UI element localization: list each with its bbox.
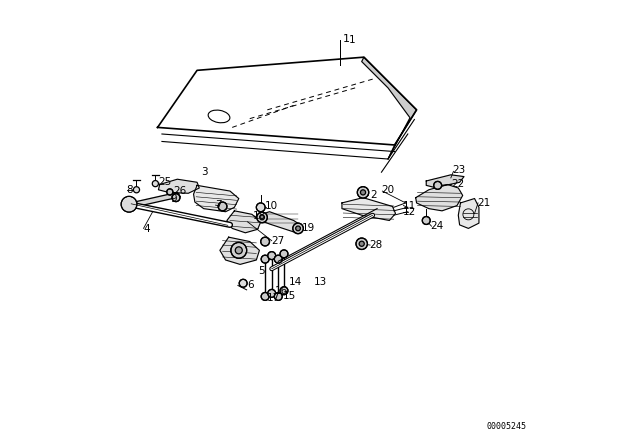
- Text: 8: 8: [126, 185, 132, 195]
- Text: 11: 11: [403, 201, 416, 211]
- Text: 19: 19: [301, 224, 315, 233]
- Circle shape: [275, 255, 282, 263]
- Circle shape: [257, 203, 265, 212]
- Text: 26: 26: [173, 186, 186, 196]
- Polygon shape: [416, 185, 463, 211]
- Circle shape: [152, 181, 159, 187]
- Circle shape: [260, 215, 264, 220]
- Circle shape: [275, 293, 282, 301]
- Polygon shape: [458, 198, 479, 228]
- Circle shape: [360, 190, 365, 195]
- Polygon shape: [131, 192, 180, 207]
- Circle shape: [292, 223, 303, 234]
- Circle shape: [356, 238, 367, 250]
- Text: 7: 7: [214, 200, 221, 210]
- Text: 22: 22: [451, 180, 464, 190]
- Circle shape: [296, 226, 300, 231]
- Text: 28: 28: [369, 240, 383, 250]
- Polygon shape: [159, 179, 199, 193]
- Circle shape: [121, 196, 137, 212]
- Circle shape: [357, 187, 369, 198]
- Text: 00005245: 00005245: [486, 422, 526, 431]
- Text: 24: 24: [431, 221, 444, 231]
- Circle shape: [280, 287, 288, 295]
- Polygon shape: [259, 212, 300, 232]
- Text: 23: 23: [452, 165, 466, 176]
- Text: 21: 21: [477, 198, 490, 208]
- Circle shape: [280, 250, 288, 258]
- Text: 14: 14: [289, 277, 301, 287]
- Text: 2: 2: [371, 190, 377, 200]
- Polygon shape: [220, 237, 259, 264]
- Text: 16: 16: [275, 286, 289, 296]
- Circle shape: [218, 202, 227, 211]
- Text: 20: 20: [381, 185, 395, 195]
- Circle shape: [268, 252, 276, 259]
- Circle shape: [172, 194, 180, 202]
- Circle shape: [261, 255, 269, 263]
- Circle shape: [434, 181, 442, 190]
- Polygon shape: [227, 211, 260, 233]
- Circle shape: [268, 289, 276, 297]
- Circle shape: [422, 216, 430, 224]
- Text: 1: 1: [349, 34, 355, 45]
- Text: 15: 15: [283, 292, 296, 302]
- Text: 1: 1: [343, 34, 350, 44]
- Circle shape: [167, 189, 173, 195]
- Text: 10: 10: [265, 202, 278, 211]
- Text: 4: 4: [143, 224, 150, 234]
- Circle shape: [261, 293, 269, 301]
- Circle shape: [257, 212, 268, 223]
- Circle shape: [359, 241, 364, 246]
- Circle shape: [231, 242, 246, 258]
- Text: 17: 17: [266, 293, 280, 303]
- Polygon shape: [193, 185, 239, 212]
- Text: 27: 27: [271, 236, 284, 246]
- Polygon shape: [362, 57, 417, 159]
- Text: 12: 12: [403, 207, 416, 217]
- Text: 13: 13: [314, 277, 326, 287]
- Circle shape: [133, 187, 140, 193]
- Circle shape: [260, 237, 269, 246]
- Polygon shape: [426, 175, 464, 188]
- Circle shape: [239, 279, 247, 287]
- Polygon shape: [342, 198, 396, 220]
- Text: 5: 5: [259, 267, 265, 276]
- Text: 9: 9: [171, 194, 177, 203]
- Text: 6: 6: [248, 280, 254, 290]
- Text: 3: 3: [202, 167, 208, 177]
- Text: 25: 25: [159, 177, 172, 187]
- Circle shape: [236, 247, 243, 254]
- Text: 18: 18: [253, 211, 266, 221]
